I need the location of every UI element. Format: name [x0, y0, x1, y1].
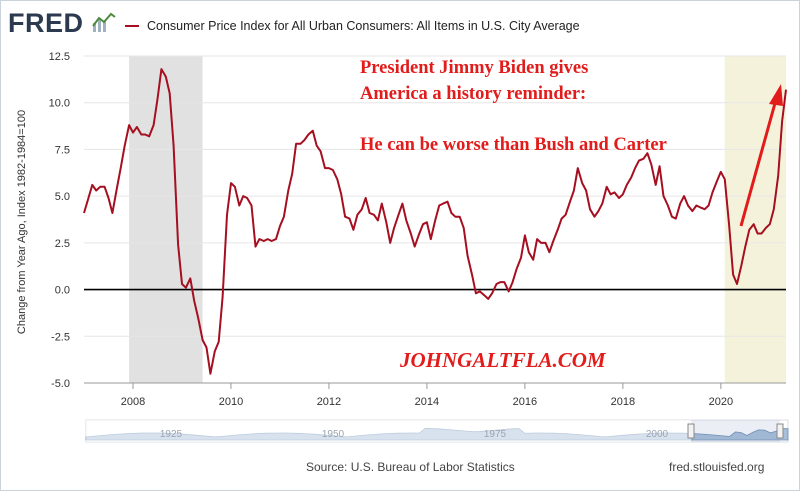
x-tick-label: 2012 — [317, 396, 341, 408]
recession-band — [724, 56, 786, 383]
navigator-labels: 1925 1950 1975 2000 — [160, 429, 669, 440]
cpi-line-chart: 12.5 10.0 7.5 5.0 2.5 0.0 -2.5 -5.0 2008 2010 201… — [16, 51, 789, 443]
y-tick-label: 7.5 — [55, 144, 70, 156]
y-tick-label: -2.5 — [51, 331, 70, 343]
x-tick-label: 2014 — [415, 396, 439, 408]
y-tick-label: 0.0 — [55, 285, 70, 297]
x-tick-label: 2008 — [121, 396, 145, 408]
x-tick-label: 2016 — [513, 396, 537, 408]
y-axis-label: Change from Year Ago, Index 1982-1984=10… — [16, 110, 28, 334]
series-layer — [83, 68, 787, 375]
y-tick-label: -5.0 — [51, 378, 70, 390]
annotation-line-2: America a history reminder: — [360, 84, 587, 104]
watermark-text: JOHNGALTFLA.COM — [400, 348, 606, 372]
series-legend: Consumer Price Index for All Urban Consu… — [125, 17, 580, 35]
recession-band — [129, 56, 203, 383]
y-tick-label: 12.5 — [49, 51, 70, 63]
navigator-handle-left[interactable] — [687, 423, 695, 439]
navigator-label: 1975 — [484, 429, 507, 440]
legend-label: Consumer Price Index for All Urban Consu… — [147, 19, 580, 33]
navigator-label: 1925 — [160, 429, 183, 440]
cpi-series-line — [83, 68, 787, 375]
annotation-line-1: President Jimmy Biden gives — [360, 58, 589, 78]
legend-swatch — [125, 25, 139, 27]
x-tick-label: 2010 — [219, 396, 243, 408]
y-tick-label: 2.5 — [55, 238, 70, 250]
fred-link[interactable]: fred.stlouisfed.org — [669, 460, 765, 474]
range-navigator[interactable]: 1925 1950 1975 2000 — [85, 419, 789, 443]
x-tick-label: 2020 — [709, 396, 733, 408]
navigator-mask-left — [86, 420, 691, 442]
navigator-label: 2000 — [646, 429, 669, 440]
x-axis-ticks: 2008 2010 2012 2014 2016 2018 2020 — [84, 382, 786, 408]
recession-shading — [129, 56, 786, 383]
chart-header: FRED Consumer Price Index for All Urban … — [0, 0, 798, 48]
annotation-line-3: He can be worse than Bush and Carter — [360, 135, 667, 155]
arrow-head — [769, 84, 783, 106]
annotation-arrow — [739, 84, 783, 227]
fred-chart-icon — [92, 12, 116, 32]
fred-logo[interactable]: FRED — [8, 8, 84, 38]
navigator-selection[interactable] — [691, 420, 780, 442]
y-tick-label: 10.0 — [49, 98, 70, 110]
navigator-handle-right[interactable] — [776, 423, 784, 439]
y-tick-label: 5.0 — [55, 191, 70, 203]
source-note: Source: U.S. Bureau of Labor Statistics — [306, 460, 515, 474]
x-tick-label: 2018 — [611, 396, 635, 408]
y-axis-ticks: 12.5 10.0 7.5 5.0 2.5 0.0 -2.5 -5.0 — [49, 51, 70, 390]
arrow-shaft — [739, 95, 779, 227]
navigator-label: 1950 — [322, 429, 345, 440]
